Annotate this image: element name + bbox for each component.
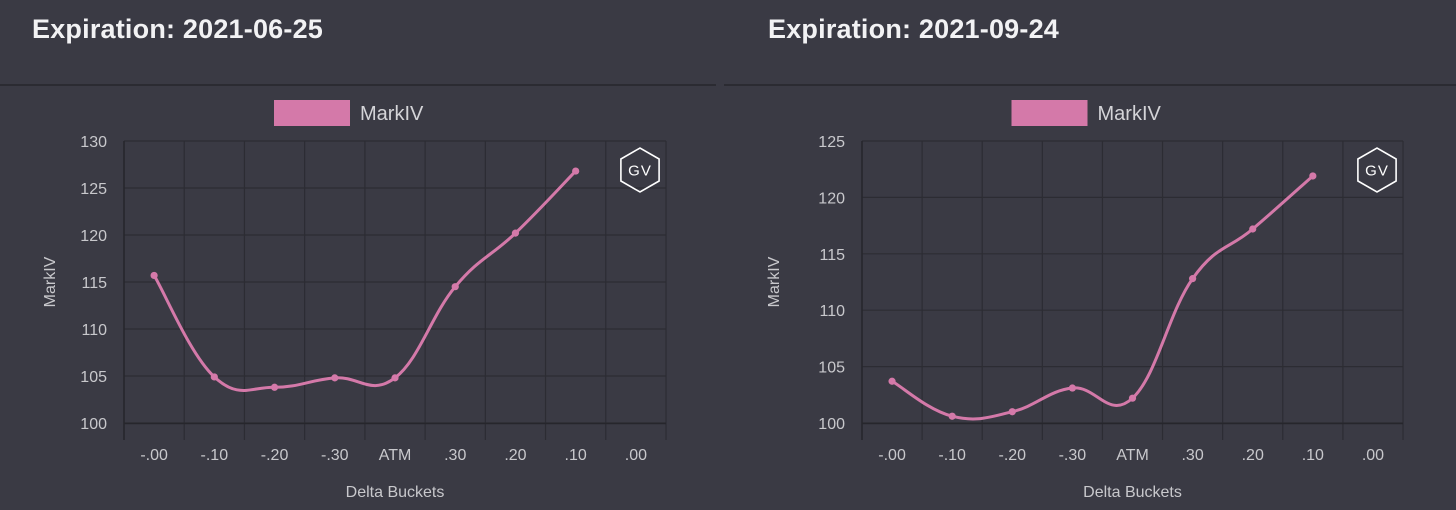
panel-title: Expiration: 2021-09-24 [768, 14, 1060, 44]
gv-logo-icon: GV [1357, 147, 1397, 193]
y-tick-label: 130 [80, 134, 107, 151]
x-tick-label: -.10 [938, 447, 966, 464]
y-tick-label: 120 [818, 190, 845, 207]
x-tick-label: .20 [1242, 447, 1264, 464]
y-axis-title: MarkIV [766, 256, 783, 307]
x-tick-label: .10 [1302, 447, 1324, 464]
header-divider [724, 84, 1456, 86]
x-axis-title: Delta Buckets [1083, 484, 1182, 501]
legend-swatch [1011, 100, 1088, 126]
logo-hexagon [620, 147, 660, 193]
legend[interactable]: MarkIV [1011, 100, 1162, 126]
x-tick-label: -.20 [261, 447, 289, 464]
data-point[interactable] [948, 412, 956, 420]
chart-panel: Expiration: 2021-09-24 125 120 115 110 105 10… [724, 0, 1456, 510]
x-tick-label: -.00 [140, 447, 168, 464]
data-point[interactable] [1008, 408, 1016, 416]
y-tick-label: 120 [80, 228, 107, 245]
y-tick-label: 115 [81, 275, 107, 292]
markiv-line-chart: 125 120 115 110 105 100 -.00 -.10 -.20 -.30 ATM .30… [766, 100, 1404, 501]
data-point[interactable] [391, 374, 399, 382]
x-tick-label: .00 [1362, 447, 1384, 464]
x-tick-label: -.10 [201, 447, 229, 464]
data-point[interactable] [1189, 275, 1197, 283]
x-axis-title: Delta Buckets [346, 484, 445, 501]
data-point[interactable] [572, 167, 580, 175]
data-point[interactable] [1068, 384, 1076, 392]
legend-label: MarkIV [1098, 103, 1162, 125]
gv-logo-icon: GV [620, 147, 660, 193]
y-tick-label: 100 [818, 416, 845, 433]
y-tick-label: 100 [80, 416, 107, 433]
series-line [890, 174, 1315, 421]
y-tick-label: 125 [80, 181, 107, 198]
x-tick-label: -.00 [878, 447, 906, 464]
panel-title: Expiration: 2021-06-25 [32, 14, 324, 44]
x-tick-label: ATM [1116, 447, 1149, 464]
header-divider [0, 84, 716, 86]
data-point[interactable] [888, 377, 896, 385]
data-point[interactable] [331, 374, 339, 382]
legend-label: MarkIV [360, 103, 424, 125]
data-point[interactable] [270, 383, 279, 391]
y-tick-label: 105 [818, 360, 845, 377]
x-tick-label: -.20 [998, 447, 1026, 464]
logo-text: GV [1365, 163, 1389, 180]
y-tick-label: 115 [819, 247, 845, 264]
x-tick-label: .10 [565, 447, 587, 464]
logo-hexagon [1357, 147, 1397, 193]
data-point[interactable] [511, 229, 520, 237]
chart-panel: Expiration: 2021-06-25 130 125 120 115 110 10… [0, 0, 716, 510]
y-tick-label: 110 [81, 322, 107, 339]
data-point[interactable] [1249, 225, 1257, 233]
legend-swatch [274, 100, 350, 126]
x-tick-label: -.30 [321, 447, 349, 464]
gridlines [123, 140, 667, 440]
data-point[interactable] [1128, 394, 1137, 402]
y-axis-title: MarkIV [42, 256, 59, 307]
y-tick-label: 105 [80, 369, 107, 386]
x-tick-label: .30 [1181, 447, 1203, 464]
data-point[interactable] [451, 283, 459, 291]
y-tick-label: 125 [818, 134, 845, 151]
markiv-line-chart: 130 125 120 115 110 105 100 -.00 -.10 -.20 -.30 ATM… [42, 100, 667, 501]
x-tick-label: ATM [379, 447, 412, 464]
x-tick-label: -.30 [1059, 447, 1087, 464]
x-tick-label: .20 [504, 447, 526, 464]
data-point[interactable] [150, 271, 158, 280]
gridlines [861, 140, 1404, 440]
x-tick-label: .00 [625, 447, 647, 464]
legend[interactable]: MarkIV [274, 100, 424, 126]
data-point[interactable] [210, 373, 218, 381]
y-tick-label: 110 [819, 303, 845, 320]
data-point[interactable] [1309, 172, 1317, 180]
x-tick-label: .30 [444, 447, 466, 464]
logo-text: GV [628, 163, 652, 180]
